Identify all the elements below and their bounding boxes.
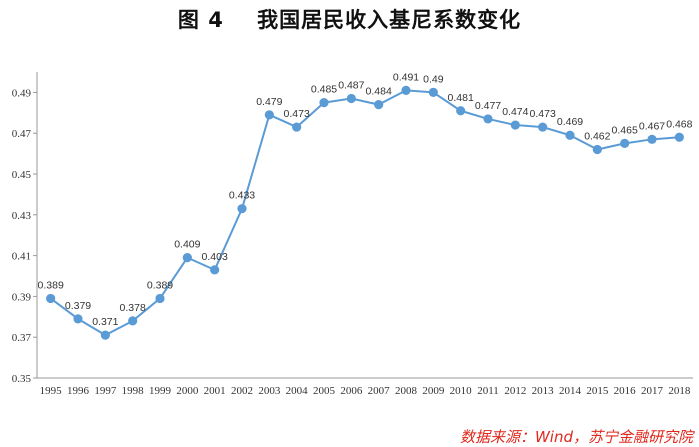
data-label: 0.487: [338, 80, 364, 92]
data-label: 0.389: [147, 279, 173, 291]
x-tick-label: 2018: [668, 385, 691, 397]
y-tick-label: 0.45: [12, 169, 32, 181]
data-point: [510, 120, 520, 130]
y-tick-label: 0.39: [12, 291, 32, 303]
data-point: [46, 293, 56, 304]
data-label: 0.389: [38, 279, 64, 291]
data-point: [592, 144, 602, 155]
x-tick-label: 2012: [504, 385, 526, 397]
y-tick-label: 0.49: [12, 87, 32, 99]
data-label: 0.474: [502, 106, 528, 118]
data-point: [210, 265, 220, 275]
x-tick-label: 1998: [122, 385, 145, 397]
x-tick-label: 2010: [450, 385, 473, 397]
data-point: [319, 98, 329, 108]
data-point: [128, 316, 138, 326]
data-label: 0.479: [256, 96, 282, 108]
x-tick-label: 2013: [532, 385, 555, 397]
y-tick-label: 0.41: [12, 251, 31, 263]
data-point: [401, 85, 411, 95]
x-tick-label: 2001: [204, 385, 226, 397]
data-point: [73, 314, 83, 324]
data-label: 0.484: [366, 86, 392, 98]
data-label: 0.491: [393, 71, 419, 83]
data-label: 0.473: [530, 108, 556, 120]
source-note: 数据来源：Wind，苏宁金融研究院: [459, 428, 693, 446]
x-tick-label: 2003: [258, 385, 281, 397]
data-point: [565, 130, 575, 140]
x-tick-label: 2005: [313, 385, 336, 397]
data-point: [456, 106, 466, 116]
x-tick-label: 2011: [477, 385, 499, 397]
chart-title: 图 4 我国居民收入基尼系数变化: [177, 8, 522, 32]
x-tick-label: 2009: [422, 385, 445, 397]
data-point: [346, 93, 356, 104]
x-tick-label: 1997: [94, 385, 117, 397]
y-tick-label: 0.37: [12, 332, 32, 344]
x-tick-label: 2007: [368, 385, 391, 397]
x-tick-label: 2008: [395, 385, 418, 397]
data-label: 0.379: [65, 300, 91, 312]
x-tick-label: 1996: [67, 385, 90, 397]
data-point: [538, 122, 548, 132]
data-point: [155, 293, 165, 304]
data-point: [182, 253, 192, 263]
series-line-layer: [50, 89, 680, 337]
data-label: 0.49: [423, 73, 444, 85]
series-markers: [46, 85, 684, 340]
data-label: 0.371: [92, 316, 118, 328]
data-label: 0.378: [120, 302, 146, 314]
x-tick-label: 2017: [641, 385, 664, 397]
data-label: 0.481: [448, 92, 474, 104]
y-tick-label: 0.43: [12, 210, 32, 222]
y-tick-label: 0.47: [12, 128, 32, 140]
data-label: 0.468: [666, 118, 692, 130]
data-point: [620, 138, 630, 148]
data-label: 0.433: [229, 190, 255, 202]
data-label: 0.477: [475, 100, 501, 112]
data-label: 0.403: [202, 251, 228, 263]
x-tick-label: 2004: [286, 385, 309, 397]
x-tick-label: 2000: [176, 385, 199, 397]
data-label: 0.473: [284, 108, 310, 120]
x-tick-label: 2015: [586, 385, 609, 397]
axes: 0.35 0.37 0.39 0.41 0.43 0.45 0.47 0.49 1995 1996…: [12, 72, 693, 397]
x-tick-label: 1995: [40, 385, 63, 397]
data-label: 0.465: [612, 124, 638, 136]
data-point: [264, 110, 274, 120]
data-label: 0.467: [639, 120, 665, 132]
data-point: [374, 100, 384, 110]
data-point: [483, 114, 493, 124]
data-label: 0.462: [584, 131, 610, 143]
data-label: 0.469: [557, 116, 583, 128]
data-point: [674, 132, 684, 142]
x-tick-label: 1999: [149, 385, 172, 397]
series-line: [50, 89, 680, 337]
data-point: [292, 122, 302, 132]
x-tick-label: 2006: [340, 385, 363, 397]
x-tick-label: 2016: [614, 385, 637, 397]
data-labels: 0.3890.3790.3710.3780.3890.4090.4030.433…: [38, 71, 693, 328]
data-label: 0.485: [311, 84, 337, 96]
x-tick-label: 2002: [231, 385, 253, 397]
y-tick-label: 0.35: [12, 373, 32, 385]
data-point: [100, 330, 110, 340]
data-point: [428, 87, 438, 97]
x-tick-label: 2014: [559, 385, 582, 397]
data-point: [647, 134, 657, 144]
data-label: 0.409: [174, 239, 200, 251]
data-point: [237, 204, 247, 214]
